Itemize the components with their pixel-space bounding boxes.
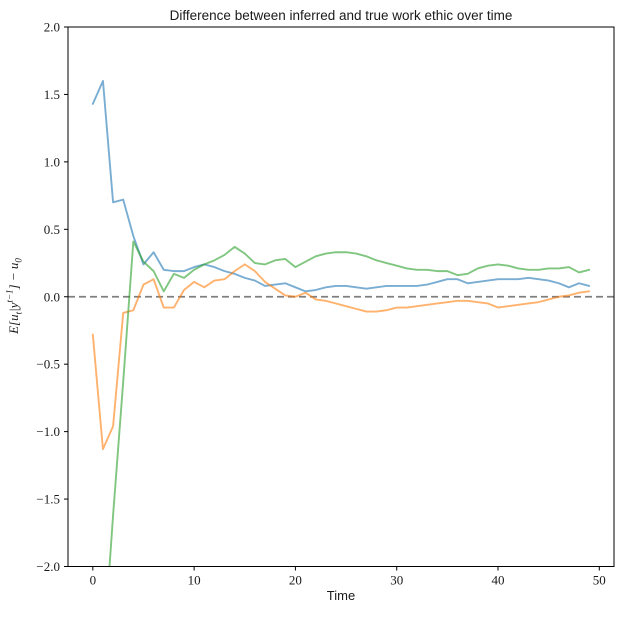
series-blue-line <box>91 79 591 293</box>
y-axis-label-part: E[u <box>5 314 21 334</box>
y-tick-label: 1.5 <box>44 87 60 102</box>
y-tick-label: −1.0 <box>36 424 60 439</box>
series-orange-line <box>91 263 591 451</box>
y-axis-label-part: t−1 <box>4 289 15 303</box>
x-tick-label: 0 <box>90 573 97 588</box>
y-tick-label: −2.0 <box>36 559 60 574</box>
x-tick-label: 50 <box>593 573 606 588</box>
y-tick-label: −1.5 <box>36 492 60 507</box>
series-green-line <box>108 240 591 567</box>
x-tick-label: 10 <box>188 573 201 588</box>
chart-title: Difference between inferred and true wor… <box>169 8 513 23</box>
y-tick-label: 0.5 <box>44 222 60 237</box>
y-tick-label: −0.5 <box>36 357 60 372</box>
y-axis-label-part: 0 <box>13 258 24 263</box>
y-tick-label: 1.0 <box>44 154 60 169</box>
x-tick-label: 40 <box>492 573 505 588</box>
x-tick-label: 30 <box>390 573 403 588</box>
x-tick-label: 20 <box>289 573 302 588</box>
y-axis-label-part: t <box>13 311 24 315</box>
y-axis-label-part: ] − u <box>5 262 21 290</box>
y-axis-label-text: E[ut|yt−1] − u0 <box>5 258 24 334</box>
y-tick-label: 2.0 <box>44 20 60 35</box>
y-tick-label: 0.0 <box>44 289 60 304</box>
x-axis-label: Time <box>326 588 356 603</box>
y-axis-label-part: |y <box>5 302 21 312</box>
